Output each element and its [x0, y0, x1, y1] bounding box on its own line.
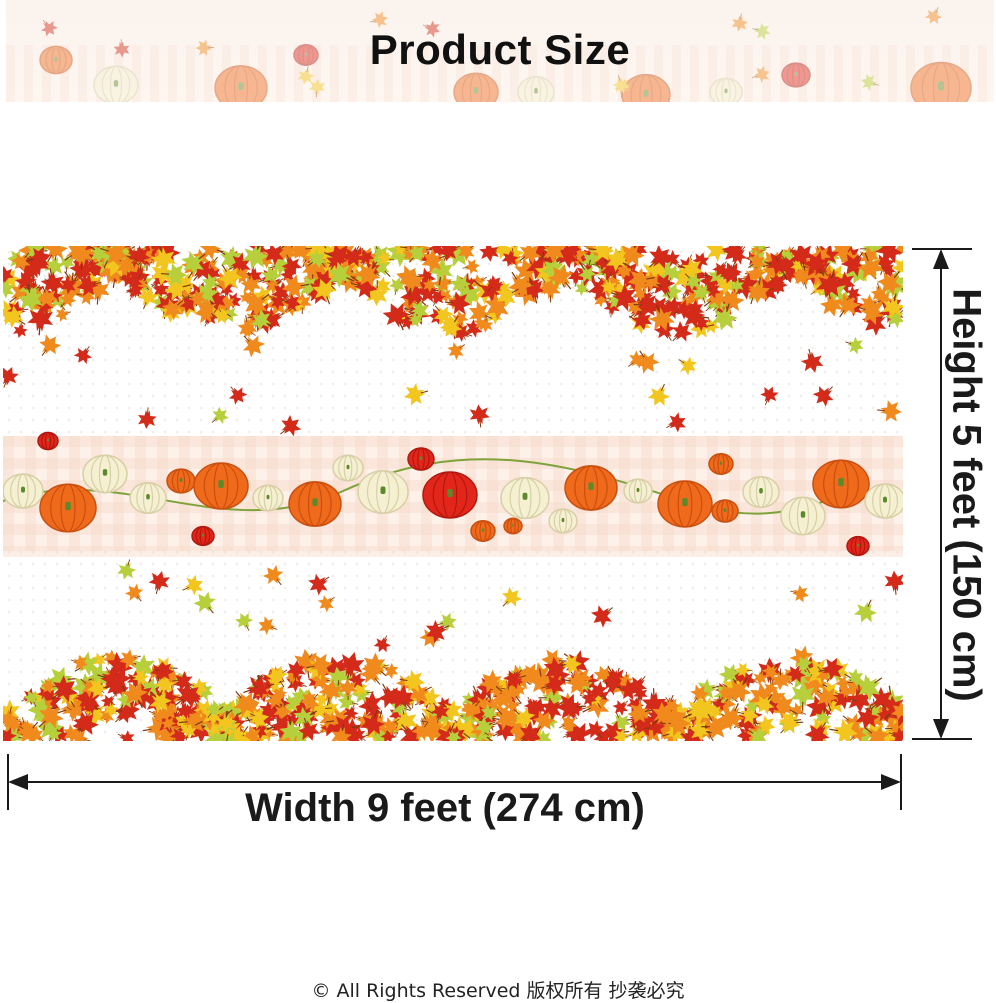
- leaf-icon: [146, 569, 172, 597]
- leaf-icon: [137, 407, 158, 430]
- leaf-icon: [883, 570, 903, 596]
- pumpkin-icon: [712, 500, 738, 522]
- pumpkin-icon: [504, 518, 522, 533]
- leaf-icon: [478, 246, 500, 263]
- pumpkin-icon: [333, 455, 363, 481]
- leaf-icon: [444, 338, 470, 363]
- pumpkin-icon: [743, 477, 779, 508]
- pumpkin-icon: [423, 472, 477, 518]
- pumpkin-icon: [192, 527, 214, 546]
- pumpkin-icon: [865, 484, 903, 518]
- leaf-icon: [809, 380, 840, 411]
- pumpkin-icon: [358, 471, 408, 514]
- leaf-icon: [587, 599, 619, 631]
- pumpkin-icon: [565, 466, 617, 510]
- height-label: Height 5 feet (150 cm): [944, 288, 989, 701]
- pumpkin-icon: [408, 448, 434, 470]
- leaf-icon: [179, 572, 207, 599]
- leaf-icon: [372, 632, 394, 656]
- leaf-icon: [3, 363, 21, 391]
- leaf-icon: [115, 557, 138, 582]
- leaf-icon: [662, 410, 690, 436]
- leaf-icon: [402, 381, 431, 408]
- banner-title: Product Size: [6, 26, 994, 74]
- pumpkin-icon: [658, 481, 712, 527]
- pumpkin-icon: [130, 483, 166, 514]
- pumpkin-icon: [781, 497, 825, 534]
- pumpkin-icon: [501, 478, 549, 519]
- leaf-icon: [923, 4, 946, 28]
- leaf-icon: [876, 399, 902, 423]
- leaf-icon: [71, 342, 96, 368]
- pumpkin-icon: [167, 469, 195, 493]
- pumpkin-icon: [38, 433, 58, 450]
- leaf-icon: [122, 580, 148, 606]
- leaf-icon: [233, 609, 257, 634]
- leaf-icon: [224, 381, 250, 408]
- pumpkin-icon: [847, 537, 869, 556]
- product-size-banner: Product Size: [6, 0, 994, 102]
- pumpkin-icon: [471, 521, 495, 541]
- leaf-icon: [34, 330, 65, 361]
- pumpkin-icon: [813, 460, 869, 508]
- pumpkin-icon: [289, 482, 341, 526]
- pumpkin-icon: [624, 479, 652, 503]
- tablecloth-pattern: [3, 246, 903, 741]
- tablecloth-image: [3, 246, 903, 741]
- leaf-icon: [757, 383, 780, 408]
- leaf-icon: [843, 334, 867, 356]
- pumpkin-icon: [3, 474, 43, 508]
- leaf-icon: [255, 614, 280, 637]
- pumpkin-icon: [194, 463, 248, 509]
- leaf-icon: [799, 346, 826, 375]
- leaf-icon: [114, 727, 138, 741]
- pumpkin-icon: [40, 484, 96, 532]
- copyright-notice: © All Rights Reserved 版权所有 抄袭必究: [0, 976, 996, 1003]
- pumpkin-icon: [710, 78, 742, 102]
- leaf-icon: [645, 380, 674, 410]
- leaf-icon: [304, 569, 335, 599]
- leaf-icon: [496, 583, 526, 613]
- leaf-icon: [468, 403, 490, 428]
- leaf-icon: [674, 352, 701, 378]
- pumpkin-icon: [518, 77, 554, 102]
- pumpkin-icon: [709, 454, 733, 474]
- pumpkin-icon: [253, 485, 283, 511]
- leaf-icon: [260, 561, 289, 591]
- leaf-icon: [851, 595, 881, 626]
- width-label: Width 9 feet (274 cm): [0, 786, 890, 831]
- pumpkin-icon: [549, 509, 577, 533]
- leaf-icon: [207, 404, 232, 429]
- leaf-icon: [788, 583, 811, 604]
- pumpkin-icon: [83, 455, 127, 492]
